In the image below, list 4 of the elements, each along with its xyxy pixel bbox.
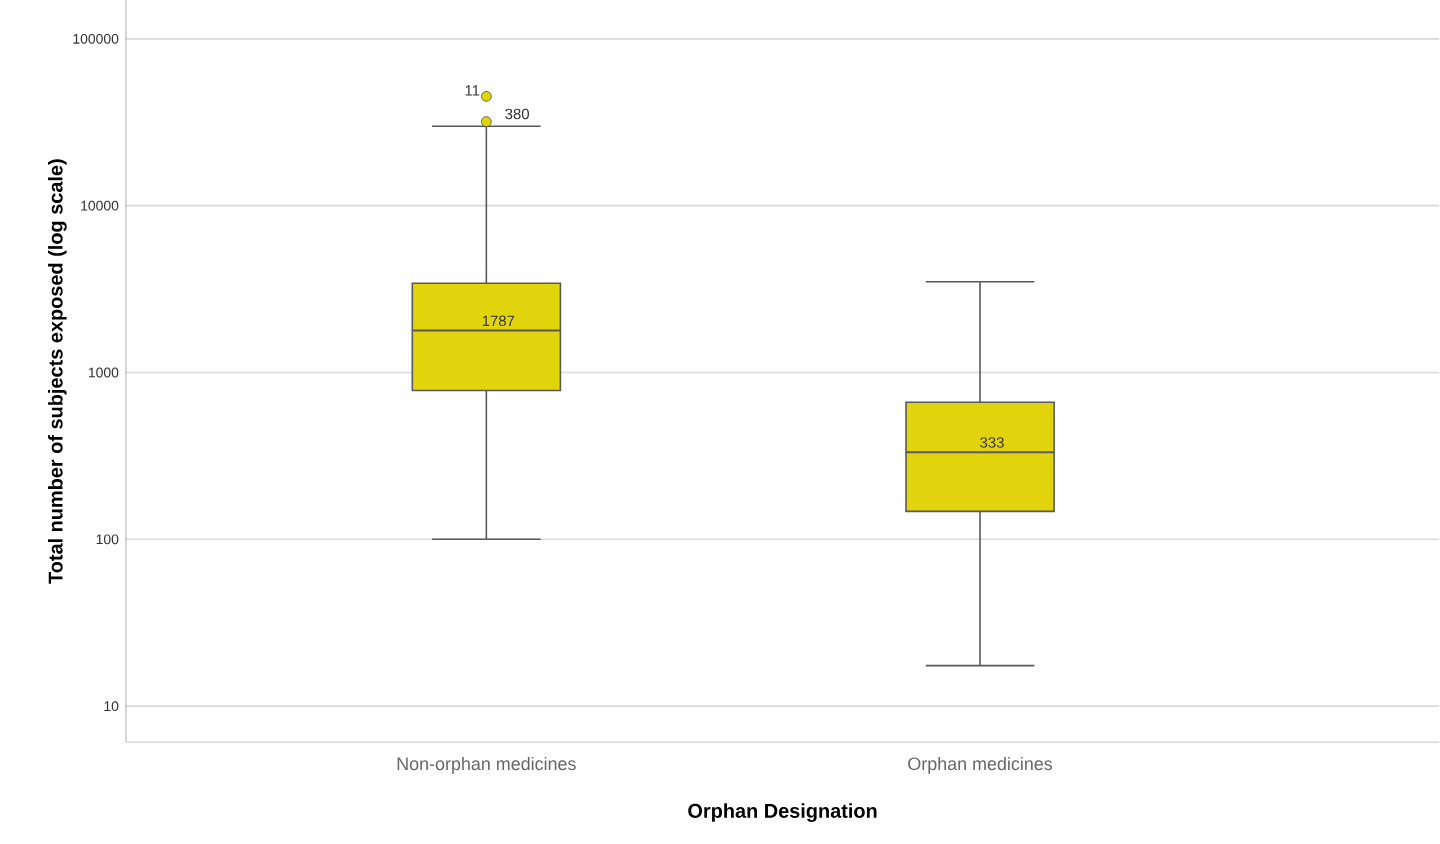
x-tick-label: Non-orphan medicines [397,756,576,774]
x-tick-label: Orphan medicines [908,756,1053,774]
x-axis-title: Orphan Designation [688,803,877,822]
y-axis-title: Total number of subjects exposed (log scale) [48,159,67,584]
